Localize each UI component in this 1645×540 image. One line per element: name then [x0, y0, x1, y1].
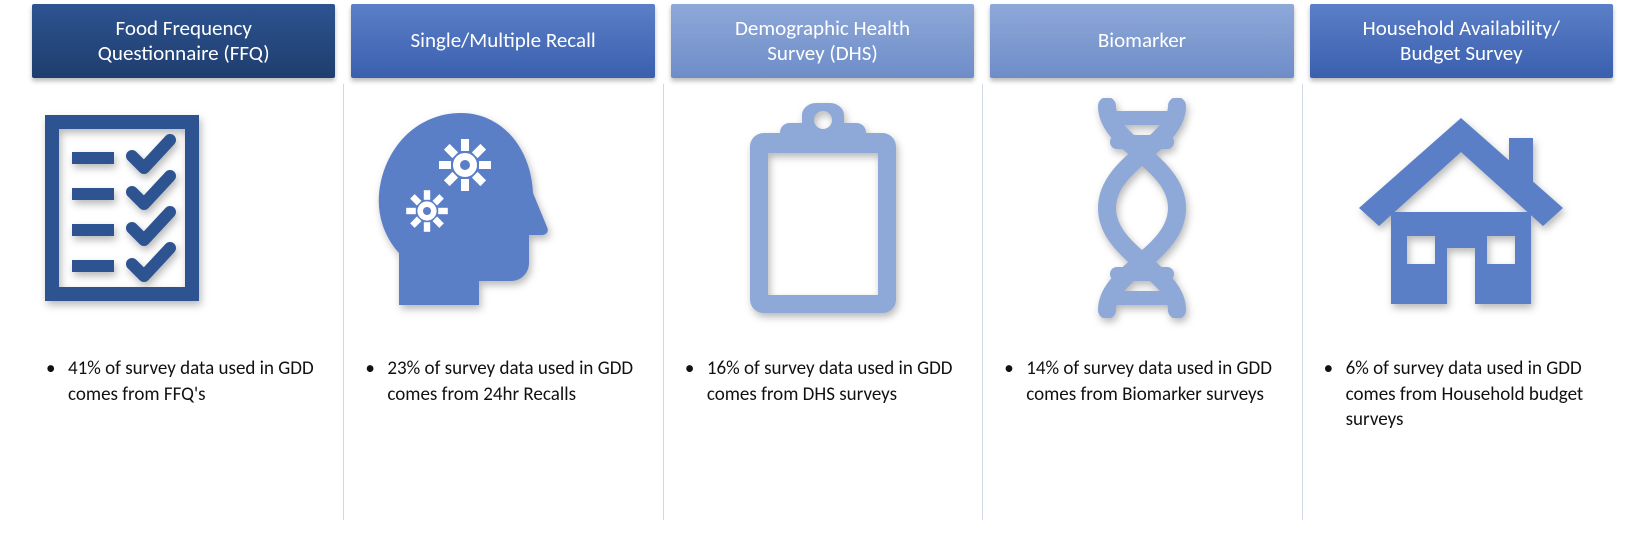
card-header-household: Household Availability/ Budget Survey [1310, 4, 1613, 78]
head-gears-icon [351, 103, 551, 313]
card-bullet-ffq: 41% of survey data used in GDD comes fro… [32, 338, 335, 417]
card-row: Food Frequency Questionnaire (FFQ) [0, 0, 1645, 540]
card-bullet-dhs: 16% of survey data used in GDD comes fro… [671, 338, 974, 417]
clipboard-icon [738, 103, 908, 313]
card-header-biomarker: Biomarker [990, 4, 1293, 78]
card-bullet-household: 6% of survey data used in GDD comes from… [1310, 338, 1613, 443]
icon-wrap-biomarker [990, 78, 1293, 338]
card-biomarker: Biomarker 14% of survey data used in GDD… [982, 4, 1301, 530]
icon-wrap-recall [351, 78, 654, 338]
card-bullet-recall: 23% of survey data used in GDD comes fro… [351, 338, 654, 417]
icon-wrap-dhs [671, 78, 974, 338]
card-household: Household Availability/ Budget Survey 6%… [1302, 4, 1621, 530]
dna-icon [1077, 98, 1207, 318]
card-ffq: Food Frequency Questionnaire (FFQ) [24, 4, 343, 530]
card-header-ffq: Food Frequency Questionnaire (FFQ) [32, 4, 335, 78]
icon-wrap-household [1310, 78, 1613, 338]
icon-wrap-ffq [32, 78, 335, 338]
card-recall: Single/Multiple Recall [343, 4, 662, 530]
house-icon [1351, 108, 1571, 308]
card-header-recall: Single/Multiple Recall [351, 4, 654, 78]
checklist-icon [32, 108, 212, 308]
card-dhs: Demographic Health Survey (DHS) 16% of s… [663, 4, 982, 530]
card-header-dhs: Demographic Health Survey (DHS) [671, 4, 974, 78]
card-bullet-biomarker: 14% of survey data used in GDD comes fro… [990, 338, 1293, 417]
